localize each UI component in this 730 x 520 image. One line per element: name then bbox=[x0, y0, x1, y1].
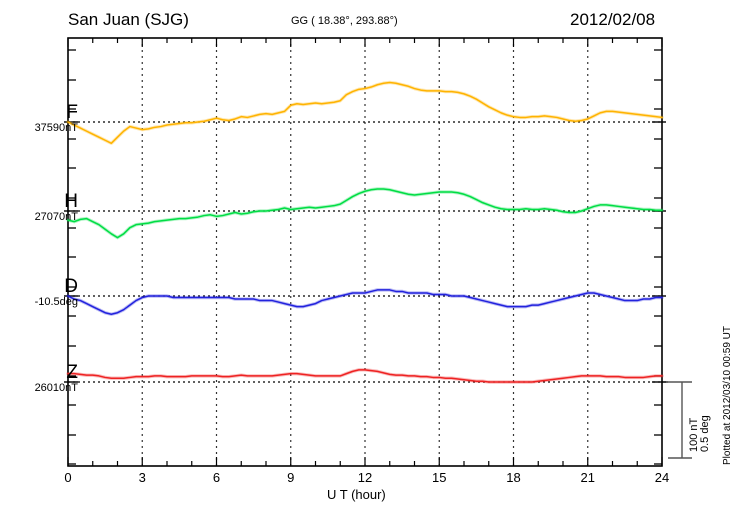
x-tick-label: 9 bbox=[287, 470, 295, 485]
component-key-h: H 27070nT bbox=[8, 192, 78, 224]
x-tick-label: 15 bbox=[432, 470, 447, 485]
geographic-coordinates: GG ( 18.38°, 293.88°) bbox=[291, 15, 398, 27]
x-tick-label: 18 bbox=[506, 470, 521, 485]
component-baseline-z: 26010nT bbox=[34, 382, 78, 394]
observation-date: 2012/02/08 bbox=[570, 10, 656, 29]
x-tick-label: 24 bbox=[654, 470, 670, 485]
component-key-d: D -10.5deg bbox=[8, 277, 78, 309]
component-symbol-h: H bbox=[64, 191, 78, 212]
component-symbol-d: D bbox=[64, 276, 78, 297]
x-tick-label: 3 bbox=[138, 470, 146, 485]
scale-bar-label-deg: 0.5 deg bbox=[699, 415, 711, 452]
x-tick-label: 0 bbox=[64, 470, 72, 485]
station-name: San Juan (SJG) bbox=[68, 10, 189, 29]
component-key-z: Z 26010nT bbox=[8, 363, 78, 395]
plotted-at-timestamp: Plotted at 2012/03/10 00:59 UT bbox=[722, 326, 730, 465]
component-symbol-f: F bbox=[66, 102, 78, 123]
component-baseline-h: 27070nT bbox=[34, 211, 78, 223]
component-key-f: F 37590nT bbox=[8, 103, 78, 135]
x-tick-label: 21 bbox=[580, 470, 595, 485]
x-tick-label: 6 bbox=[212, 470, 221, 485]
x-tick-label: 12 bbox=[357, 470, 373, 485]
component-baseline-d: -10.5deg bbox=[34, 296, 78, 308]
component-symbol-z: Z bbox=[66, 362, 78, 383]
component-baseline-f: 37590nT bbox=[34, 122, 78, 134]
x-axis-title: U T (hour) bbox=[327, 487, 386, 502]
